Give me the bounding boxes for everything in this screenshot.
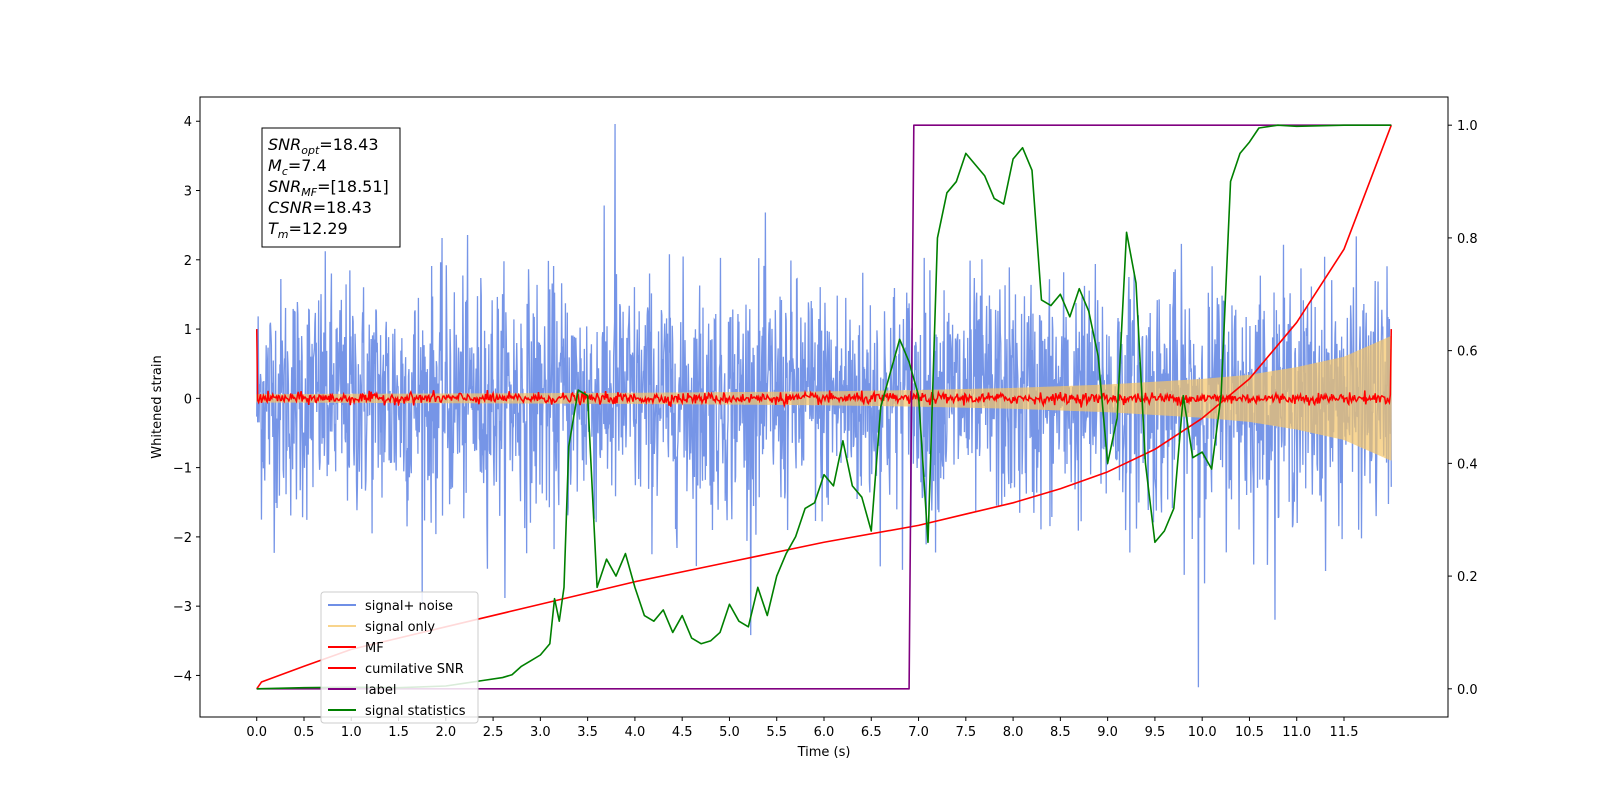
annotation-line: CSNR=18.43: [268, 198, 372, 217]
x-tick-label: 4.0: [625, 725, 646, 740]
x-tick-label: 5.5: [766, 725, 787, 740]
x-axis-label: Time (s): [797, 745, 851, 760]
y-tick-label-left: −4: [173, 669, 192, 684]
stats-annotation-box: SNRopt=18.43Mc=7.4SNRMF=[18.51]CSNR=18.4…: [261, 127, 401, 248]
legend: signal+ noise signal only MF cumilative SNR…: [320, 591, 479, 724]
x-tick-label: 2.0: [435, 725, 456, 740]
annotation-line: Tm=12.29: [268, 219, 348, 241]
x-tick-label: 3.5: [577, 725, 598, 740]
y-tick-label-right: 0.0: [1457, 683, 1478, 698]
y-tick-label-left: 3: [184, 185, 192, 200]
annotation-line: Mc=7.4: [268, 156, 327, 178]
x-tick-label: 2.5: [483, 725, 504, 740]
x-tick-label: 0.0: [246, 725, 267, 740]
x-tick-label: 6.0: [814, 725, 835, 740]
annotation-frame: [261, 127, 401, 248]
legend-entry: label: [365, 683, 396, 698]
y-tick-label-right: 0.6: [1457, 345, 1478, 360]
x-tick-label: 5.0: [719, 725, 740, 740]
x-tick-label: 9.0: [1097, 725, 1118, 740]
x-tick-label: 1.5: [388, 725, 409, 740]
x-tick-label: 10.0: [1188, 725, 1217, 740]
y-tick-label-right: 1.0: [1457, 119, 1478, 134]
x-tick-label: 1.0: [341, 725, 362, 740]
y-tick-label-left: 2: [184, 254, 192, 269]
x-tick-label: 6.5: [861, 725, 882, 740]
legend-entry: signal only: [365, 620, 435, 635]
y-axis-left: 4 3 2 1 0 −1 −2 −3 −4: [173, 115, 200, 684]
y-tick-label-left: 0: [184, 392, 192, 407]
y-tick-label-right: 0.8: [1457, 232, 1478, 247]
y-tick-label-right: 0.2: [1457, 570, 1478, 585]
series-signal-statistics: [256, 124, 1392, 690]
x-tick-label: 11.0: [1282, 725, 1311, 740]
y-tick-label-left: −3: [173, 600, 192, 615]
x-tick-label: 7.5: [955, 725, 976, 740]
series-mf: [255, 329, 1393, 409]
x-tick-label: 8.5: [1050, 725, 1071, 740]
legend-entry: MF: [365, 641, 384, 656]
x-tick-label: 7.0: [908, 725, 929, 740]
x-tick-label: 10.5: [1235, 725, 1264, 740]
x-tick-label: 9.5: [1145, 725, 1166, 740]
y-tick-label-left: 1: [184, 323, 192, 338]
x-tick-label: 0.5: [294, 725, 315, 740]
y-axis-right: 1.0 0.8 0.6 0.4 0.2 0.0: [1448, 119, 1478, 698]
x-axis: 0.0 0.5 1.0 1.5 2.0 2.5 3.0 3.5 4.0 4.5 5.0 5.5 6.0 6…: [246, 717, 1358, 740]
x-tick-label: 11.5: [1330, 725, 1359, 740]
legend-frame: [320, 591, 479, 724]
legend-entry: cumilative SNR: [365, 662, 464, 677]
series-label: [256, 124, 1392, 690]
y-tick-label-left: −2: [173, 531, 192, 546]
annotation-line: SNRMF=[18.51]: [268, 177, 389, 199]
y-tick-label-right: 0.4: [1457, 457, 1478, 472]
x-tick-label: 8.0: [1003, 725, 1024, 740]
y-axis-label: Whitened strain: [150, 355, 165, 458]
x-tick-label: 4.5: [672, 725, 693, 740]
legend-entry: signal+ noise: [365, 599, 453, 614]
y-tick-label-left: −1: [173, 462, 192, 477]
y-tick-label-left: 4: [184, 115, 192, 130]
legend-entry: signal statistics: [365, 704, 466, 719]
annotation-line: SNRopt=18.43: [268, 135, 379, 157]
x-tick-label: 3.0: [530, 725, 551, 740]
